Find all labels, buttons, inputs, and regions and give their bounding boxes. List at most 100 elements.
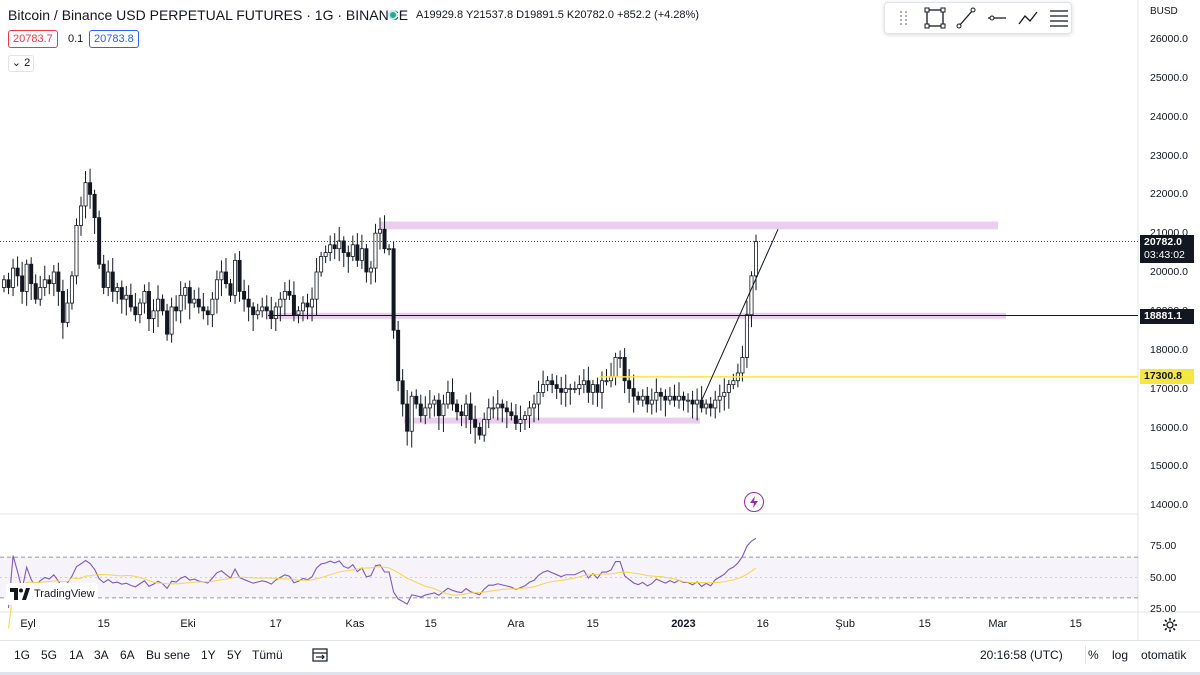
candle-body xyxy=(124,294,129,300)
candle-body xyxy=(695,399,700,405)
candle-body xyxy=(51,271,56,285)
drag-handle-icon[interactable] xyxy=(891,5,916,31)
candle-body xyxy=(160,298,165,312)
time-axis-tick: Eki xyxy=(180,618,196,630)
candle-body xyxy=(60,291,65,323)
candle-body xyxy=(6,279,11,288)
range-button[interactable]: 5Y xyxy=(227,648,242,662)
candle-body xyxy=(282,291,287,300)
candle-body xyxy=(681,395,686,401)
candle-body xyxy=(550,380,555,386)
range-button[interactable]: Bu sene xyxy=(146,648,191,662)
range-button[interactable]: 5G xyxy=(41,648,58,662)
candle-body xyxy=(595,384,600,393)
candle-body xyxy=(178,294,183,312)
candle-body xyxy=(373,232,378,269)
candle-body xyxy=(264,306,269,312)
candle-body xyxy=(563,388,568,393)
candle-body xyxy=(618,357,623,359)
candle-body xyxy=(310,298,315,308)
candle-body xyxy=(726,384,731,393)
percent-scale-button[interactable]: % xyxy=(1088,648,1099,662)
legend-collapse-button[interactable]: ⌄ 2 xyxy=(8,55,34,72)
candle-body xyxy=(42,279,47,288)
auto-scale-button[interactable]: otomatik xyxy=(1141,648,1187,662)
candle-body xyxy=(450,391,455,405)
candle-body xyxy=(491,407,496,410)
candle-body xyxy=(599,380,604,393)
buy-price-button[interactable]: 20783.8 xyxy=(89,30,139,48)
range-button[interactable]: 1Y xyxy=(201,648,216,662)
candle-body xyxy=(223,271,228,285)
rectangle-icon[interactable] xyxy=(922,5,947,31)
candle-body xyxy=(29,263,34,285)
candle-body xyxy=(110,271,115,292)
candle-body xyxy=(359,248,364,261)
market-status-icon[interactable] xyxy=(388,10,398,20)
candle-body xyxy=(645,395,650,405)
horizontal-line-icon[interactable] xyxy=(984,5,1009,31)
candle-body xyxy=(477,426,482,436)
range-button[interactable]: 3A xyxy=(94,648,109,662)
sell-price-button[interactable]: 20783.7 xyxy=(8,30,58,48)
last-price-value: 20782.0 xyxy=(1144,236,1182,248)
date-range-icon[interactable] xyxy=(312,647,328,663)
candle-body xyxy=(504,407,509,413)
candle-body xyxy=(667,395,672,401)
price-axis-tick: 20000.0 xyxy=(1150,266,1188,279)
settings-gear-icon[interactable] xyxy=(1162,617,1178,633)
range-button[interactable]: 6A xyxy=(120,648,135,662)
candle-body xyxy=(38,287,43,300)
price-axis-tick: 15000.0 xyxy=(1150,460,1188,473)
candle-body xyxy=(251,306,256,316)
trend-line-icon[interactable] xyxy=(953,5,978,31)
candle-body xyxy=(350,244,355,257)
candle-body xyxy=(83,182,88,207)
candle-body xyxy=(24,263,29,292)
candle-body xyxy=(33,283,38,300)
candle-body xyxy=(387,248,392,251)
range-button[interactable]: 1G xyxy=(14,648,31,662)
candle-body xyxy=(423,407,428,417)
candle-body xyxy=(455,403,460,413)
candle-body xyxy=(291,294,296,316)
trend-line xyxy=(699,229,779,405)
candle-body xyxy=(273,306,278,320)
price-axis-tick: 23000.0 xyxy=(1150,149,1188,162)
tradingview-logo[interactable]: TradingView xyxy=(6,583,98,605)
price-axis-tick: 25000.0 xyxy=(1150,71,1188,84)
path-icon[interactable] xyxy=(1015,5,1040,31)
candle-body xyxy=(541,384,546,393)
rsi-line xyxy=(7,537,757,609)
bar-countdown: 03:43:02 xyxy=(1144,249,1185,261)
rsi-band-fill xyxy=(0,557,1138,598)
candle-body xyxy=(106,271,111,288)
candle-body xyxy=(613,357,618,378)
candle-body xyxy=(92,193,97,219)
event-lightning-icon[interactable] xyxy=(744,492,764,512)
range-button[interactable]: Tümü xyxy=(252,648,283,662)
candle-body xyxy=(346,252,351,257)
fib-icon[interactable] xyxy=(1046,5,1071,31)
candle-body xyxy=(382,228,387,250)
candle-body xyxy=(391,248,396,331)
symbol-title[interactable]: Bitcoin / Binance USD PERPETUAL FUTURES … xyxy=(8,7,409,23)
currency-label[interactable]: BUSD xyxy=(1150,6,1178,17)
utc-clock[interactable]: 20:16:58 (UTC) xyxy=(980,648,1063,662)
horizontal-level-tag: 18881.1 xyxy=(1140,309,1194,324)
candle-body xyxy=(486,407,491,420)
candle-body xyxy=(654,391,659,401)
candle-body xyxy=(722,391,727,397)
candle-body xyxy=(156,298,161,312)
candle-body xyxy=(627,380,632,389)
candle-body xyxy=(237,259,242,292)
candle-body xyxy=(518,419,523,424)
time-axis-tick: 15 xyxy=(97,618,110,630)
log-scale-button[interactable]: log xyxy=(1112,648,1129,662)
range-button[interactable]: 1A xyxy=(69,648,84,662)
candle-body xyxy=(305,302,310,308)
candle-body xyxy=(445,391,450,405)
time-axis-tick: 15 xyxy=(1069,618,1082,630)
candle-body xyxy=(414,395,419,405)
